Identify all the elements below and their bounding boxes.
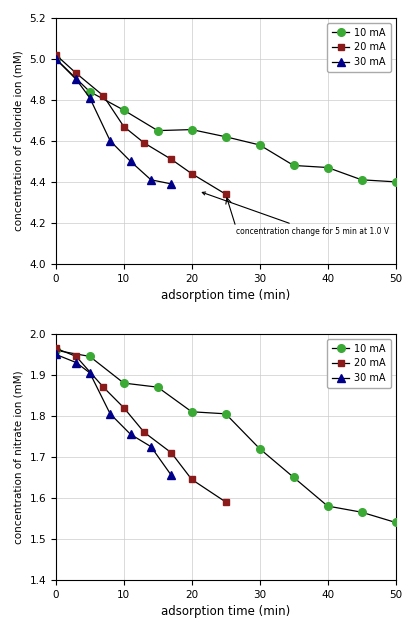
30 mA [108, 410, 113, 418]
10 mA [223, 133, 228, 140]
30 mA [128, 430, 133, 438]
10 mA [291, 473, 296, 481]
10 mA [53, 55, 58, 63]
10 mA [325, 502, 330, 510]
10 mA [291, 162, 296, 169]
10 mA [87, 353, 92, 360]
20 mA [169, 449, 174, 456]
10 mA [189, 408, 194, 416]
Legend: 10 mA, 20 mA, 30 mA: 10 mA, 20 mA, 30 mA [327, 23, 391, 72]
X-axis label: adsorption time (min): adsorption time (min) [161, 289, 290, 302]
30 mA [74, 76, 79, 83]
20 mA [169, 155, 174, 163]
30 mA [169, 471, 174, 479]
Line: 20 mA: 20 mA [52, 51, 229, 198]
20 mA [189, 170, 194, 178]
X-axis label: adsorption time (min): adsorption time (min) [161, 605, 290, 618]
20 mA [53, 51, 58, 59]
20 mA [223, 190, 228, 198]
Line: 30 mA: 30 mA [52, 55, 175, 188]
Y-axis label: concentration of chloride ion (mM): concentration of chloride ion (mM) [14, 51, 24, 231]
Line: 20 mA: 20 mA [52, 345, 229, 506]
30 mA [169, 180, 174, 188]
30 mA [87, 94, 92, 102]
Line: 10 mA: 10 mA [52, 346, 399, 526]
30 mA [149, 176, 154, 183]
10 mA [257, 445, 262, 453]
Text: concentration change for 5 min at 1.0 V: concentration change for 5 min at 1.0 V [202, 192, 389, 236]
10 mA [223, 410, 228, 418]
10 mA [393, 519, 398, 526]
20 mA [223, 498, 228, 506]
10 mA [155, 127, 160, 135]
30 mA [74, 359, 79, 367]
30 mA [53, 351, 58, 358]
30 mA [108, 137, 113, 145]
20 mA [101, 384, 106, 391]
20 mA [141, 139, 146, 147]
20 mA [121, 404, 126, 411]
10 mA [359, 508, 364, 516]
20 mA [189, 476, 194, 483]
20 mA [53, 344, 58, 352]
10 mA [155, 384, 160, 391]
30 mA [149, 443, 154, 451]
30 mA [53, 55, 58, 63]
10 mA [87, 88, 92, 95]
30 mA [128, 157, 133, 165]
10 mA [393, 178, 398, 186]
30 mA [87, 369, 92, 377]
10 mA [121, 379, 126, 387]
10 mA [257, 141, 262, 149]
10 mA [53, 346, 58, 354]
20 mA [101, 92, 106, 100]
Line: 10 mA: 10 mA [52, 55, 399, 186]
10 mA [325, 164, 330, 171]
Line: 30 mA: 30 mA [52, 351, 175, 479]
20 mA [74, 70, 79, 77]
20 mA [141, 428, 146, 436]
20 mA [121, 123, 126, 130]
10 mA [189, 126, 194, 133]
20 mA [74, 353, 79, 360]
10 mA [359, 176, 364, 183]
10 mA [121, 106, 126, 114]
Legend: 10 mA, 20 mA, 30 mA: 10 mA, 20 mA, 30 mA [327, 339, 391, 388]
Y-axis label: concentration of nitrate ion (mM): concentration of nitrate ion (mM) [14, 370, 24, 544]
